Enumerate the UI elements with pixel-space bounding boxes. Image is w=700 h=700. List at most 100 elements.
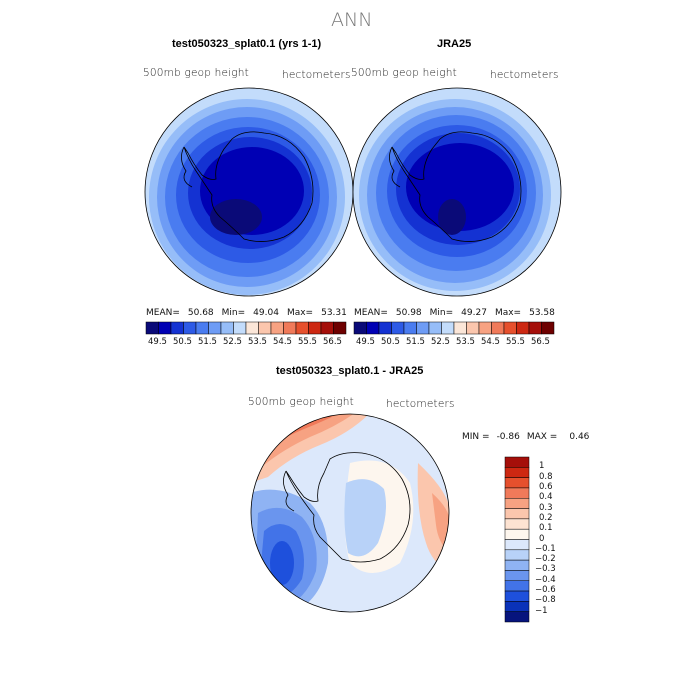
panel1-stats: MEAN= 50.68 Min= 49.04 Max= 53.31 xyxy=(146,308,347,318)
diff-map-border xyxy=(250,413,450,613)
diff-colorbar-ticks: 1 0.8 0.6 0.4 0.3 0.2 0.1 0 −0.1 −0.2 −0.3 −0.4 −0.6… xyxy=(535,457,575,622)
panel2-colorbar-swatch xyxy=(366,321,380,335)
panel2-colorbar-swatch xyxy=(466,321,480,335)
panel2-colorbar xyxy=(353,321,555,335)
panel1-max-value: 53.31 xyxy=(321,308,347,318)
panel2-colorbar-tick-label: 50.5 xyxy=(381,337,400,347)
diff-peninsula-outline xyxy=(283,470,295,512)
panel1-colorbar-swatch xyxy=(245,321,259,335)
panel1-colorbar-tick-label: 52.5 xyxy=(223,337,242,347)
panel2-max-value: 53.58 xyxy=(529,308,555,318)
diff-title: test050323_splat0.1 - JRA25 xyxy=(276,365,424,377)
panel1-colorbar-tick-label: 55.5 xyxy=(298,337,317,347)
panel1-colorbar-tick-label: 56.5 xyxy=(323,337,342,347)
diff-max-label: MAX = xyxy=(526,432,558,442)
panel2-colorbar-swatch xyxy=(503,321,517,335)
panel1-colorbar-swatch xyxy=(233,321,247,335)
main-title: ANN xyxy=(331,9,373,31)
panel1-colorbar-tick-label: 49.5 xyxy=(148,337,167,347)
panel2-colorbar-swatch xyxy=(528,321,542,335)
diff-colorbar-swatch xyxy=(504,580,530,592)
diff-polar-map xyxy=(250,413,450,613)
panel1-colorbar-swatch xyxy=(308,321,322,335)
diff-cool-center xyxy=(344,479,386,557)
panel2-stats: MEAN= 50.98 Min= 49.27 Max= 53.58 xyxy=(354,308,555,318)
diff-colorbar-swatch xyxy=(504,456,530,468)
panel2-colorbar-swatch xyxy=(428,321,442,335)
panel2-colorbar-swatch xyxy=(403,321,417,335)
panel1-variable-label: 500mb geop height xyxy=(143,67,249,79)
panel1-colorbar-swatch xyxy=(270,321,284,335)
panel2-min-value: 49.27 xyxy=(461,308,487,318)
diff-colorbar-swatch xyxy=(504,611,530,623)
diff-colorbar-tick-label: 0.1 xyxy=(539,523,553,534)
panel2-variable-label: 500mb geop height xyxy=(351,67,457,79)
panel2-colorbar-swatch xyxy=(391,321,405,335)
diff-colorbar-swatch xyxy=(504,467,530,478)
diff-colorbar-swatch xyxy=(504,477,530,489)
p2-antarctica-outline xyxy=(391,131,522,242)
panel2-colorbar-swatch xyxy=(516,321,530,335)
diff-colorbar-tick-label: 0 xyxy=(539,533,545,544)
panel2-colorbar-swatch xyxy=(353,321,367,335)
diff-colorbar-swatch xyxy=(504,528,530,540)
diff-colorbar-swatch xyxy=(504,518,530,530)
diff-colorbar-tick-label: 0.6 xyxy=(539,481,553,492)
panel2-mean-label: MEAN= xyxy=(354,308,388,318)
panel1-colorbar-swatch xyxy=(320,321,334,335)
diff-colorbar-swatch xyxy=(504,539,530,551)
diff-colorbar-swatch xyxy=(504,601,530,612)
panel2-min-label: Min= xyxy=(429,308,454,318)
diff-colorbar-tick-label: −0.1 xyxy=(535,543,556,554)
panel1-mean-label: MEAN= xyxy=(146,308,180,318)
diff-units-label: hectometers xyxy=(386,398,455,410)
panel1-colorbar xyxy=(145,321,347,335)
panel1-units-label: hectometers xyxy=(282,69,351,81)
panel1-polar-map xyxy=(144,87,354,297)
p2-peninsula-outline xyxy=(389,146,401,188)
panel1-colorbar-swatch xyxy=(333,321,347,335)
p2-map-border xyxy=(352,87,562,297)
diff-min-label: MIN = xyxy=(462,432,490,442)
diff-colorbar-tick-label: −0.6 xyxy=(535,585,556,596)
diff-colorbar-tick-label: 1 xyxy=(539,461,545,472)
diff-colorbar-swatch xyxy=(504,498,530,509)
diff-antarctica-outline xyxy=(285,452,411,563)
panel2-colorbar-ticks: 49.5 50.5 51.5 52.5 53.5 54.5 55.5 56.5 xyxy=(354,337,554,349)
diff-colorbar-tick-label: −0.4 xyxy=(535,574,556,585)
panel1-colorbar-ticks: 49.5 50.5 51.5 52.5 53.5 54.5 55.5 56.5 xyxy=(146,337,346,349)
panel2-colorbar-tick-label: 53.5 xyxy=(456,337,475,347)
panel2-colorbar-swatch xyxy=(416,321,430,335)
panel1-colorbar-swatch xyxy=(220,321,234,335)
p2-band-7 xyxy=(438,199,466,235)
diff-colorbar-tick-label: 0.2 xyxy=(539,512,553,523)
panel2-colorbar-swatch xyxy=(453,321,467,335)
panel1-min-label: Min= xyxy=(221,308,246,318)
panel2-colorbar-tick-label: 49.5 xyxy=(356,337,375,347)
panel1-colorbar-swatch xyxy=(258,321,272,335)
panel2-colorbar-swatch xyxy=(491,321,505,335)
panel1-colorbar-swatch xyxy=(195,321,209,335)
diff-colorbar-swatch xyxy=(504,590,530,602)
p1-band-7 xyxy=(210,199,262,235)
diff-colorbar-tick-label: −0.3 xyxy=(535,564,556,575)
panel2-mean-value: 50.98 xyxy=(395,308,422,318)
diff-warm-right-1 xyxy=(417,463,449,573)
panel2-colorbar-tick-label: 52.5 xyxy=(431,337,450,347)
diff-colorbar-tick-label: −1 xyxy=(535,605,548,616)
panel1-mean-value: 50.68 xyxy=(187,308,214,318)
diff-colorbar xyxy=(504,456,530,623)
panel1-min-value: 49.04 xyxy=(253,308,279,318)
panel1-title: test050323_splat0.1 (yrs 1-1) xyxy=(172,38,322,50)
panel1-colorbar-swatch xyxy=(158,321,172,335)
diff-cool-left-4 xyxy=(270,541,294,585)
diff-colorbar-tick-label: −0.8 xyxy=(535,595,556,606)
panel1-colorbar-swatch xyxy=(145,321,159,335)
p2-band-6 xyxy=(406,143,514,231)
panel1-max-label: Max= xyxy=(286,308,314,318)
panel1-colorbar-tick-label: 54.5 xyxy=(273,337,292,347)
panel1-colorbar-tick-label: 51.5 xyxy=(198,337,217,347)
panel2-colorbar-tick-label: 56.5 xyxy=(531,337,550,347)
diff-colorbar-swatch xyxy=(504,487,530,499)
panel1-colorbar-tick-label: 53.5 xyxy=(248,337,267,347)
